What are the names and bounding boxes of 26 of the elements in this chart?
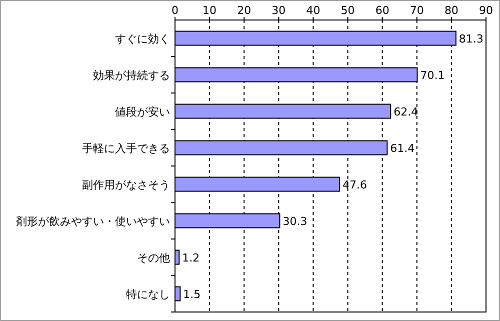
data-label: 81.3: [458, 32, 484, 46]
y-tick-label: その他: [137, 251, 170, 264]
data-label: 1.2: [182, 251, 200, 264]
x-tick-label: 50: [340, 4, 355, 17]
x-tick-label: 10: [202, 4, 217, 17]
y-tick-label: すぐに効く: [115, 32, 170, 46]
x-tick-label: 0: [172, 4, 178, 17]
y-tick-label: 値段が安い: [115, 105, 170, 118]
data-label: 62.4: [394, 105, 418, 118]
data-label: 70.1: [420, 68, 445, 82]
y-tick-label: 特になし: [126, 288, 170, 301]
data-label: 1.5: [183, 288, 201, 301]
y-tick-label: 手軽に入手できる: [82, 142, 170, 155]
y-tick-label: 剤形が飲みやすい・使いやすい: [16, 214, 170, 228]
x-tick-label: 70: [410, 4, 424, 17]
data-label: 61.4: [390, 142, 415, 155]
x-tick-label: 90: [479, 4, 493, 17]
data-label: 47.6: [342, 178, 367, 192]
x-tick-label: 80: [444, 4, 458, 17]
y-tick-label: 副作用がなさそう: [82, 178, 170, 192]
x-tick-label: 30: [272, 4, 286, 17]
x-tick-label: 60: [375, 4, 390, 17]
data-label: 30.3: [282, 214, 308, 228]
x-tick-label: 40: [306, 4, 320, 17]
x-tick-label: 20: [237, 4, 252, 17]
y-tick-label: 効果が持続する: [93, 68, 170, 82]
